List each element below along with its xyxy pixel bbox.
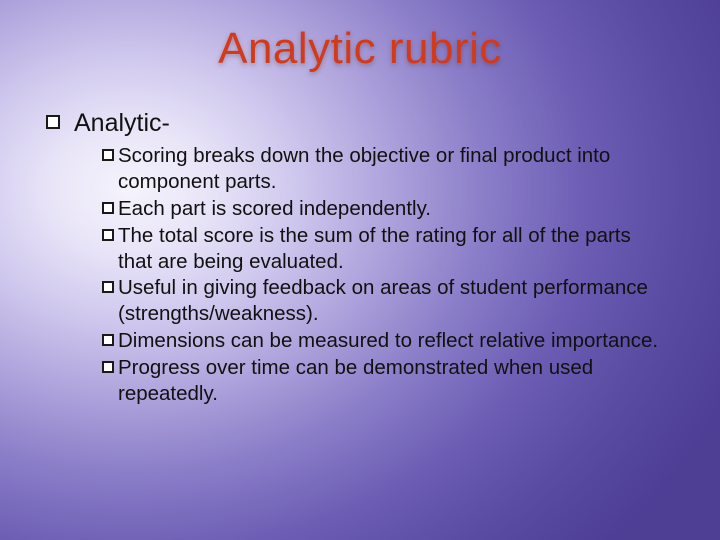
square-bullet-icon <box>46 115 60 129</box>
bullet-level2-item: The total score is the sum of the rating… <box>102 223 660 275</box>
slide-title: Analytic rubric <box>40 24 680 74</box>
bullet-level2-item: Dimensions can be measured to reflect re… <box>102 328 660 354</box>
bullet-level2-list: Scoring breaks down the objective or fin… <box>102 143 660 406</box>
level2-text: The total score is the sum of the rating… <box>118 223 660 275</box>
square-bullet-icon <box>102 334 114 346</box>
level2-text: Useful in giving feedback on areas of st… <box>118 275 660 327</box>
bullet-level2-item: Scoring breaks down the objective or fin… <box>102 143 660 195</box>
level2-text: Each part is scored independently. <box>118 196 431 222</box>
square-bullet-icon <box>102 361 114 373</box>
square-bullet-icon <box>102 281 114 293</box>
bullet-level2-item: Useful in giving feedback on areas of st… <box>102 275 660 327</box>
level1-text: Analytic- <box>74 108 170 139</box>
slide: Analytic rubric Analytic- Scoring breaks… <box>0 0 720 540</box>
level2-text: Dimensions can be measured to reflect re… <box>118 328 658 354</box>
bullet-level2-item: Progress over time can be demonstrated w… <box>102 355 660 407</box>
level2-text: Progress over time can be demonstrated w… <box>118 355 660 407</box>
square-bullet-icon <box>102 229 114 241</box>
square-bullet-icon <box>102 149 114 161</box>
square-bullet-icon <box>102 202 114 214</box>
bullet-level1: Analytic- <box>46 108 680 139</box>
bullet-level2-item: Each part is scored independently. <box>102 196 660 222</box>
level2-text: Scoring breaks down the objective or fin… <box>118 143 660 195</box>
